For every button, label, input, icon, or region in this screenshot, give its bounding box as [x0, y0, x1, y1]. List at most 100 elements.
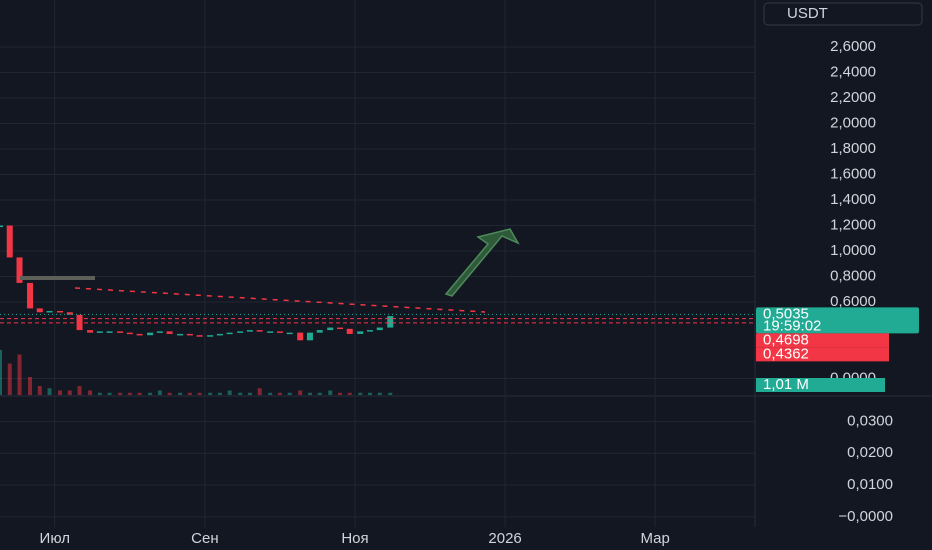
candle — [246, 330, 253, 332]
y-tick-label: 1,6000 — [830, 166, 876, 183]
volume-bar — [208, 392, 213, 395]
y-tick-label: 1,0000 — [830, 242, 876, 259]
candle — [87, 330, 94, 333]
price-level-label: 0,4698 — [763, 331, 809, 348]
y-tick-label: 1,2000 — [830, 217, 876, 234]
volume-bar — [178, 392, 183, 395]
volume-bar — [238, 392, 243, 395]
volume-bar — [328, 390, 333, 395]
candle — [27, 282, 34, 309]
volume-bar — [287, 392, 292, 395]
x-tick-label: Июл — [40, 530, 70, 547]
candle — [66, 312, 73, 315]
volume-bar — [227, 390, 232, 395]
candle — [117, 331, 124, 333]
volume-bar — [137, 392, 142, 395]
y-tick-label: 0,0100 — [847, 476, 893, 493]
y-tick-label: 2,0000 — [830, 115, 876, 132]
candle — [256, 330, 263, 332]
volume-label: 1,01 M — [763, 376, 809, 393]
price-level-box — [756, 347, 889, 362]
currency-label: USDT — [787, 5, 828, 22]
volume-bar — [337, 392, 342, 395]
x-tick-label: 2026 — [488, 530, 521, 547]
volume-bar — [77, 386, 82, 395]
volume-bar — [317, 392, 322, 395]
candle — [286, 332, 293, 335]
volume-bar — [17, 354, 22, 395]
x-tick-label: Ноя — [341, 530, 368, 547]
candle — [316, 330, 323, 333]
candle — [136, 333, 143, 336]
marks — [0, 0, 755, 527]
candle — [0, 225, 3, 228]
volume-bar — [347, 392, 352, 395]
candle — [126, 332, 133, 335]
volume-bar — [0, 350, 2, 395]
volume-bar — [127, 392, 132, 395]
candle — [57, 310, 64, 313]
volume-bar — [148, 392, 153, 395]
candle — [96, 331, 103, 333]
y-tick-label: 2,6000 — [830, 38, 876, 55]
y-tick-label: 1,4000 — [830, 191, 876, 208]
trend-line — [74, 287, 486, 313]
volume-bar — [67, 390, 72, 395]
volume-bar — [388, 392, 393, 395]
candle — [366, 330, 373, 332]
y-tick-label: 0,6000 — [830, 293, 876, 310]
candle — [166, 331, 173, 334]
volume-bar — [268, 392, 273, 395]
price-label-box — [756, 307, 919, 334]
x-tick-label: Мар — [641, 530, 670, 547]
volume-bar — [277, 392, 282, 395]
volume-bar — [47, 388, 52, 395]
candle — [276, 331, 283, 333]
currency-button[interactable] — [763, 2, 923, 26]
candle — [267, 331, 274, 333]
last-price-label: 0,5035 — [763, 305, 809, 322]
candle — [226, 332, 233, 335]
candle — [46, 310, 53, 313]
y-tick-label: 0,0200 — [847, 444, 893, 461]
volume-bar — [197, 392, 202, 395]
candle — [306, 332, 313, 341]
candle — [237, 331, 244, 333]
volume-bar — [7, 363, 12, 395]
volume-bar — [37, 386, 42, 395]
volume-bar — [298, 390, 303, 395]
candle — [36, 308, 43, 313]
candle — [336, 327, 343, 330]
volume-bar — [217, 392, 222, 395]
candle — [376, 327, 383, 331]
arrow-drawing — [444, 228, 520, 297]
candle — [6, 225, 13, 258]
candle — [156, 331, 163, 333]
volume-bar — [257, 388, 262, 395]
volume-bar — [88, 390, 93, 395]
candle — [297, 332, 304, 341]
countdown-label: 19:59:02 — [763, 317, 821, 334]
volume-bar — [247, 392, 252, 395]
candle — [346, 328, 353, 334]
candle — [106, 331, 113, 333]
candle — [207, 335, 214, 337]
candle — [177, 333, 184, 336]
candle — [147, 332, 154, 336]
volume-bar — [187, 392, 192, 395]
y-tick-label: 1,8000 — [830, 140, 876, 157]
candle — [327, 327, 334, 331]
volume-bar — [28, 377, 33, 395]
volume-bar — [107, 392, 112, 395]
price-level-box — [756, 333, 889, 348]
volume-label-box — [756, 378, 885, 392]
y-tick-label: 0,0300 — [847, 412, 893, 429]
price-level-label: 0,4362 — [763, 345, 809, 362]
candle — [216, 333, 223, 336]
volume-bar — [377, 392, 382, 395]
candle — [196, 335, 203, 337]
candle — [16, 257, 23, 283]
volume-bar — [167, 392, 172, 395]
